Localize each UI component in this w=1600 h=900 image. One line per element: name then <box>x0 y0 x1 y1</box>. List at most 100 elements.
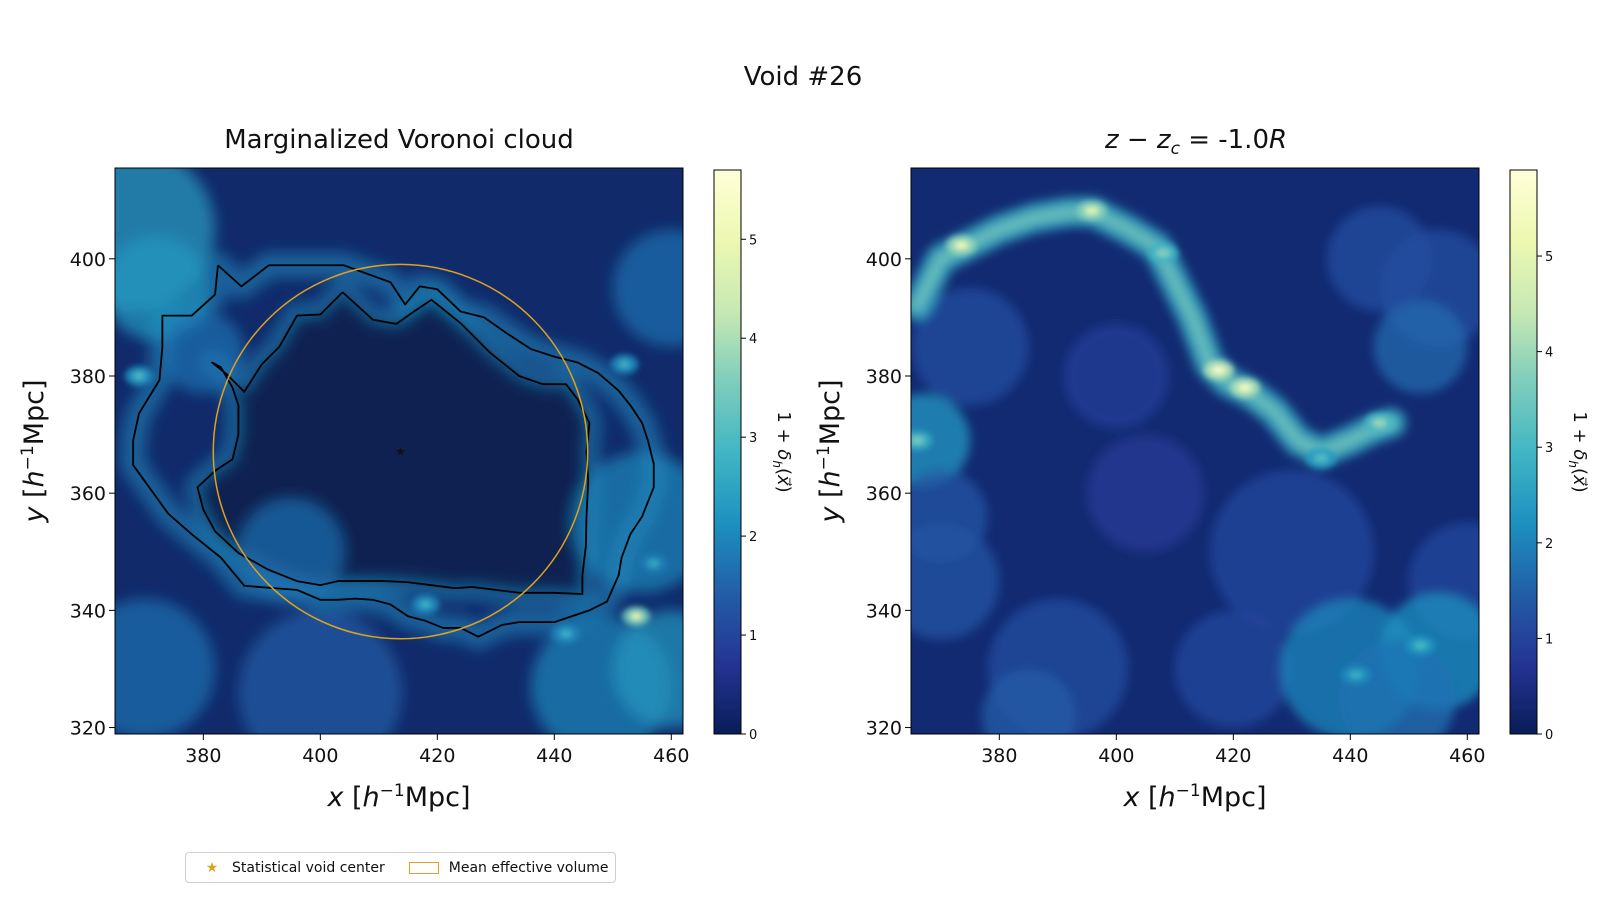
voronoi-contour <box>196 291 591 595</box>
colorbar-tick-label: 5 <box>1545 250 1553 265</box>
left-hotspots <box>124 354 668 644</box>
density-cloud <box>612 229 683 347</box>
density-cloud <box>1338 639 1456 734</box>
y-tick-label: 360 <box>866 483 902 505</box>
right-panel-title: z − zc = -1.0R <box>1104 125 1287 159</box>
x-tick-label: 440 <box>1332 745 1368 767</box>
colorbar-tick-label: 2 <box>1545 537 1553 552</box>
legend: ★ Statistical void center Mean effective… <box>185 852 616 883</box>
density-cloud <box>571 452 683 593</box>
colorbar-tick-label: 0 <box>749 728 757 743</box>
y-tick-label: 320 <box>866 718 902 740</box>
y-tick-label: 400 <box>70 249 106 271</box>
left-ylabel: y [h−1Mpc] <box>18 379 50 523</box>
right-colorbar <box>1509 169 1538 735</box>
x-tick-label: 400 <box>302 745 338 767</box>
density-cloud <box>911 393 971 488</box>
mean-effective-volume-circle <box>212 263 589 640</box>
right-hotspots <box>911 200 1436 685</box>
left-panel: Marginalized Voronoi cloud ★ 380 400 4 2 0 44… <box>18 125 794 813</box>
y-tick-label: 320 <box>70 718 106 740</box>
legend-label: Statistical void center <box>232 859 385 876</box>
left-colorbar-ticks: 0 1 2 3 4 5 <box>741 233 757 743</box>
colorbar-tick-label: 3 <box>749 431 757 446</box>
density-cloud <box>911 469 988 564</box>
density-cloud <box>612 610 683 728</box>
colorbar-tick-label: 4 <box>749 332 757 347</box>
density-peak-core <box>630 612 643 621</box>
left-heatmap <box>115 168 683 734</box>
colorbar-tick-label: 1 <box>749 629 757 644</box>
density-peak-core <box>560 629 573 638</box>
x-tick-label: 380 <box>981 745 1017 767</box>
colorbar-tick-label: 5 <box>749 233 757 248</box>
y-tick-label: 400 <box>866 249 902 271</box>
statistical-void-center-marker: ★ <box>395 445 406 459</box>
left-panel-title: Marginalized Voronoi cloud <box>224 125 574 155</box>
density-peak-core <box>1238 383 1253 392</box>
x-tick-label: 380 <box>185 745 221 767</box>
left-colorbar-label: 1 + δh(x⃗) <box>770 411 794 492</box>
right-density-field <box>911 196 1479 734</box>
y-tick-label: 340 <box>70 600 106 622</box>
right-ylabel: y [h−1Mpc] <box>814 379 846 523</box>
y-tick-label: 360 <box>70 483 106 505</box>
density-peak-core <box>911 436 925 445</box>
density-peak-core <box>1349 670 1364 679</box>
suptitle: Void #26 <box>744 62 863 92</box>
colorbar-tick-label: 3 <box>1545 441 1553 456</box>
density-cloud <box>981 669 1076 734</box>
colorbar-tick-label: 4 <box>1545 346 1553 361</box>
density-peak-core <box>419 600 432 609</box>
density-cloud <box>911 288 1029 406</box>
y-tick-label: 340 <box>866 600 902 622</box>
density-cloud <box>115 598 216 734</box>
density-cloud <box>162 311 245 394</box>
density-cloud <box>1174 610 1292 728</box>
legend-label: Mean effective volume <box>448 859 609 876</box>
density-cloud <box>1063 323 1169 429</box>
legend-item-effective-volume: Mean effective volume <box>399 860 609 876</box>
density-peak-core <box>954 241 969 250</box>
right-ticks: 380 400 420 440 460 320 340 360 380 400 <box>866 249 1486 767</box>
y-tick-label: 380 <box>866 366 902 388</box>
density-peak-core <box>1156 248 1171 257</box>
x-tick-label: 420 <box>1215 745 1251 767</box>
voronoi-contour <box>132 264 655 638</box>
left-ticks: 380 400 420 440 460 320 340 360 380 400 <box>70 249 690 767</box>
colorbar-tick-label: 0 <box>1545 728 1553 743</box>
density-peak-core <box>1314 454 1329 463</box>
x-tick-label: 460 <box>1449 745 1485 767</box>
right-xlabel: x [h−1Mpc] <box>1122 781 1266 813</box>
density-peak-core <box>618 360 631 369</box>
right-heatmap <box>911 168 1479 734</box>
left-axes-frame <box>114 167 684 735</box>
density-cloud <box>1087 434 1205 552</box>
colorbar-tick-label: 1 <box>1545 632 1553 647</box>
colorbar-tick-label: 2 <box>749 530 757 545</box>
x-tick-label: 440 <box>536 745 572 767</box>
legend-item-void-center: ★ Statistical void center <box>200 860 385 876</box>
density-cloud <box>238 499 344 605</box>
density-peak-core <box>132 372 145 381</box>
density-peak-core <box>1413 641 1428 650</box>
density-cloud <box>115 235 210 341</box>
y-tick-label: 380 <box>70 366 106 388</box>
rectangle-icon <box>408 861 439 874</box>
left-contours <box>132 264 655 638</box>
right-colorbar-label: 1 + δh(x⃗) <box>1566 411 1590 492</box>
x-tick-label: 460 <box>653 745 689 767</box>
density-peak-core <box>1372 418 1387 427</box>
density-cloud <box>1373 299 1468 394</box>
star-icon: ★ <box>205 859 219 876</box>
density-cloud <box>1209 469 1374 634</box>
right-colorbar-ticks: 0 1 2 3 4 5 <box>1537 250 1553 743</box>
left-density-field <box>115 168 683 734</box>
density-cloud <box>238 610 403 734</box>
density-peak-core <box>1084 206 1099 215</box>
right-axes-frame <box>910 167 1480 735</box>
left-xlabel: x [h−1Mpc] <box>326 781 470 813</box>
density-peak-core <box>1211 366 1226 375</box>
left-colorbar <box>713 169 742 735</box>
